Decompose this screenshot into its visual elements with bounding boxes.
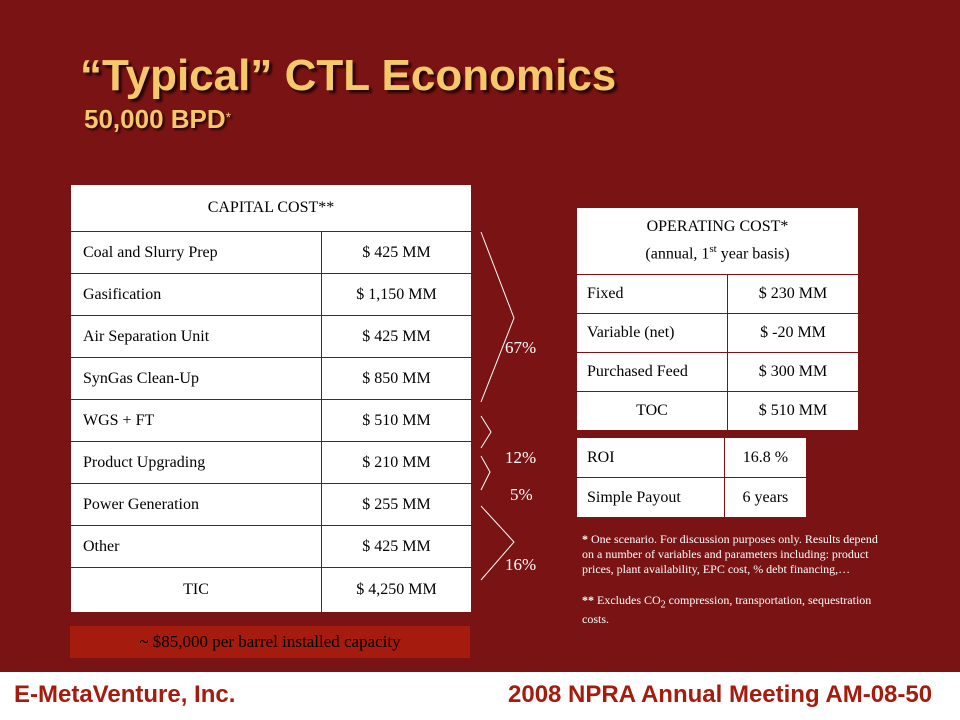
operating-row-label: Variable (net): [576, 313, 728, 353]
table-row: Product Upgrading $ 210 MM: [70, 441, 472, 484]
footnote-excludes: ** Excludes CO2 compression, transportat…: [582, 593, 882, 627]
percent-label: 67%: [505, 338, 537, 357]
subtitle-footnote-mark: *: [225, 109, 232, 125]
bracket-67: [480, 231, 515, 403]
footer-bar: [0, 672, 960, 720]
operating-cost-header: OPERATING COST* (annual, 1st year basis): [576, 207, 859, 275]
footnote-mark: **: [582, 593, 594, 607]
capital-row-label: Gasification: [70, 273, 322, 316]
footnote-scenario: * One scenario. For discussion purposes …: [582, 532, 882, 577]
capital-row-value: $ 425 MM: [321, 231, 472, 274]
percent-label: 16%: [505, 555, 537, 574]
capital-row-value: $ 255 MM: [321, 483, 472, 526]
table-row: Air Separation Unit $ 425 MM: [70, 315, 472, 358]
table-row: Power Generation $ 255 MM: [70, 483, 472, 526]
table-row: Simple Payout 6 years: [576, 477, 808, 518]
footnote-text: One scenario. For discussion purposes on…: [582, 532, 878, 576]
subtitle-text: 50,000 BPD: [84, 104, 226, 134]
capital-row-value: $ 425 MM: [321, 525, 472, 568]
capital-row-value: $ 425 MM: [321, 315, 472, 358]
footnote-text: compression, transportation, sequestrati…: [582, 593, 872, 627]
table-row: Purchased Feed $ 300 MM: [576, 352, 859, 392]
footnote-mark: *: [582, 532, 588, 546]
operating-total-value: $ 510 MM: [727, 391, 859, 431]
operating-row-value: $ 230 MM: [727, 274, 859, 314]
footnote-text: Excludes CO: [594, 593, 661, 607]
table-row: Fixed $ 230 MM: [576, 274, 859, 314]
table-row: Coal and Slurry Prep $ 425 MM: [70, 231, 472, 274]
operating-cost-basis: (annual, 1st year basis): [585, 238, 850, 265]
installed-capacity-note: ~ $85,000 per barrel installed capacity: [70, 626, 470, 658]
operating-total-label: TOC: [576, 391, 728, 431]
capital-row-value: $ 850 MM: [321, 357, 472, 400]
capital-row-label: Power Generation: [70, 483, 322, 526]
table-row: WGS + FT $ 510 MM: [70, 399, 472, 442]
table-row: Variable (net) $ -20 MM: [576, 313, 859, 353]
table-row: SynGas Clean-Up $ 850 MM: [70, 357, 472, 400]
company-name: E-MetaVenture, Inc.: [14, 681, 236, 708]
capital-row-label: Air Separation Unit: [70, 315, 322, 358]
capital-cost-header: CAPITAL COST**: [70, 184, 472, 232]
slide-title: “Typical” CTL Economics: [80, 51, 617, 100]
returns-row-label: Simple Payout: [576, 477, 725, 518]
capital-total-row: TIC $ 4,250 MM: [70, 567, 472, 613]
meeting-reference: 2008 NPRA Annual Meeting AM-08-50: [508, 681, 933, 708]
operating-total-row: TOC $ 510 MM: [576, 391, 859, 431]
operating-cost-title: OPERATING COST*: [646, 218, 789, 236]
operating-row-value: $ 300 MM: [727, 352, 859, 392]
capital-total-label: TIC: [70, 567, 322, 613]
percent-label: 12%: [505, 448, 537, 467]
table-row: Other $ 425 MM: [70, 525, 472, 568]
table-row: ROI 16.8 %: [576, 437, 808, 478]
returns-row-label: ROI: [576, 437, 725, 478]
operating-row-value: $ -20 MM: [727, 313, 859, 353]
capital-row-label: Coal and Slurry Prep: [70, 231, 322, 274]
slide-subtitle: 50,000 BPD*: [84, 104, 231, 134]
capital-total-value: $ 4,250 MM: [321, 567, 472, 613]
operating-row-label: Purchased Feed: [576, 352, 728, 392]
basis-text-sup: st: [709, 243, 717, 256]
bracket-16: [480, 505, 515, 581]
capital-row-label: WGS + FT: [70, 399, 322, 442]
percent-label: 5%: [510, 485, 533, 504]
bracket-12: [480, 415, 492, 449]
operating-row-label: Fixed: [576, 274, 728, 314]
returns-table: ROI 16.8 % Simple Payout 6 years: [576, 437, 808, 518]
table-row: Gasification $ 1,150 MM: [70, 273, 472, 316]
basis-text-pre: (annual, 1: [645, 245, 710, 263]
capital-cost-table: CAPITAL COST** Coal and Slurry Prep $ 425…: [70, 184, 472, 613]
returns-row-value: 6 years: [723, 477, 808, 518]
capital-row-label: Other: [70, 525, 322, 568]
bracket-5: [480, 455, 491, 491]
operating-cost-table: OPERATING COST* (annual, 1st year basis)…: [576, 207, 859, 431]
capital-row-label: SynGas Clean-Up: [70, 357, 322, 400]
percentage-brackets: [480, 231, 515, 581]
capital-row-value: $ 510 MM: [321, 399, 472, 442]
footnote-subscript: 2: [660, 599, 666, 611]
basis-text-post: year basis): [716, 245, 790, 263]
capital-row-value: $ 1,150 MM: [321, 273, 472, 316]
footnotes: * One scenario. For discussion purposes …: [582, 532, 882, 627]
capital-row-label: Product Upgrading: [70, 441, 322, 484]
returns-row-value: 16.8 %: [723, 437, 808, 478]
capital-row-value: $ 210 MM: [321, 441, 472, 484]
